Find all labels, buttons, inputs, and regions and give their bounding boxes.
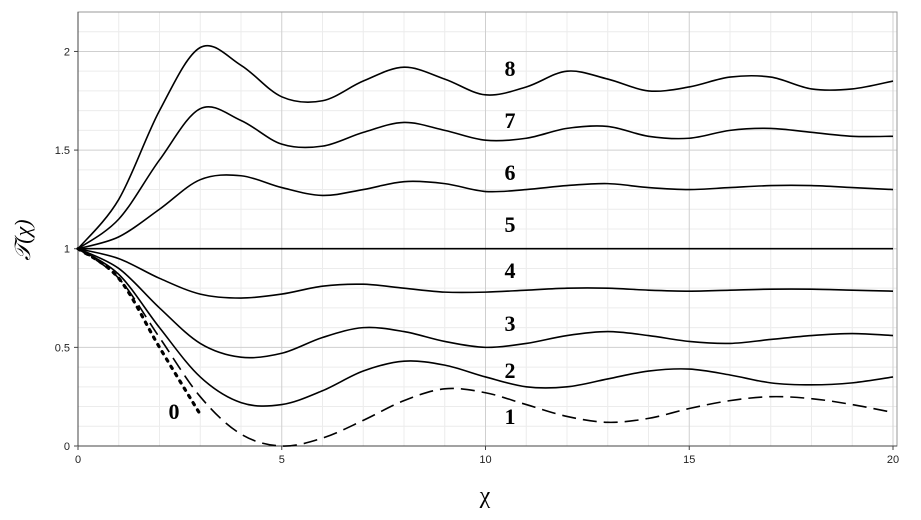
series-label: 6 [505, 160, 516, 185]
y-tick-label: 1.5 [55, 145, 70, 157]
series-line [77, 106, 894, 250]
y-axis-label: 𝒯(χ) [10, 219, 35, 260]
x-tick-label: 0 [75, 454, 81, 466]
series-line [77, 174, 894, 250]
series-line [77, 248, 894, 407]
series-label: 4 [505, 258, 516, 283]
x-axis-label: χ [479, 483, 491, 509]
series-line [77, 44, 894, 250]
y-tick-label: 2 [64, 46, 70, 58]
series-line [77, 248, 894, 447]
y-tick-label: 0 [64, 441, 70, 453]
series-line [76, 247, 202, 417]
y-tick-label: 1 [64, 244, 70, 256]
x-tick-label: 15 [683, 454, 695, 466]
series-label: 5 [505, 212, 516, 237]
series-label: 0 [169, 399, 180, 424]
series-label: 8 [505, 56, 516, 81]
x-tick-label: 10 [479, 454, 491, 466]
series-label: 3 [505, 311, 516, 336]
x-tick-label: 5 [279, 454, 285, 466]
series-label: 1 [505, 404, 516, 429]
x-tick-label: 20 [887, 454, 899, 466]
series-line [77, 248, 894, 359]
series-label: 7 [505, 108, 516, 133]
y-tick-label: 0.5 [55, 342, 70, 354]
series-label: 2 [505, 358, 516, 383]
series-line [77, 247, 894, 299]
